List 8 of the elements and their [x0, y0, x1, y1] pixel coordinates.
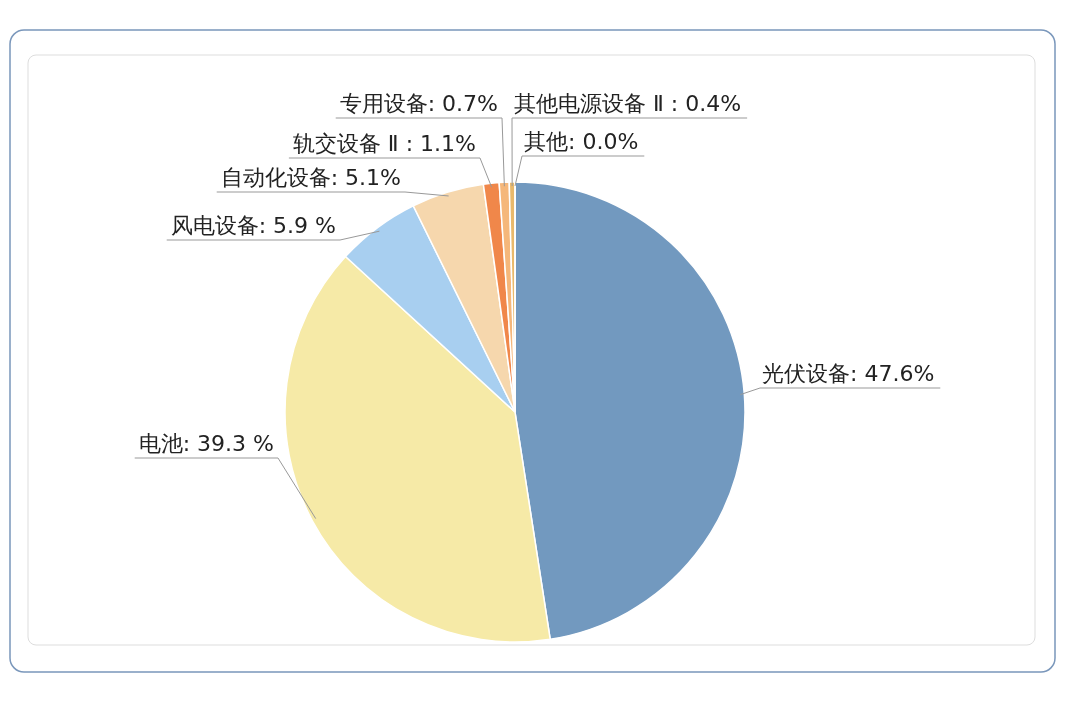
slice-label: 轨交设备 Ⅱ : 1.1%: [292, 131, 476, 156]
slice-label: 电池: 39.3 %: [138, 431, 274, 456]
category-label: 其他: 0.0%: [524, 129, 639, 154]
slice-label: 其他电源设备 Ⅱ : 0.4%: [514, 91, 742, 116]
slice-label: 专用设备: 0.7%: [339, 91, 498, 116]
slice-label: 风电设备: 5.9 %: [170, 213, 336, 238]
slice-label: 光伏设备: 47.6%: [762, 361, 935, 386]
slice-label: 自动化设备: 5.1%: [220, 165, 401, 190]
